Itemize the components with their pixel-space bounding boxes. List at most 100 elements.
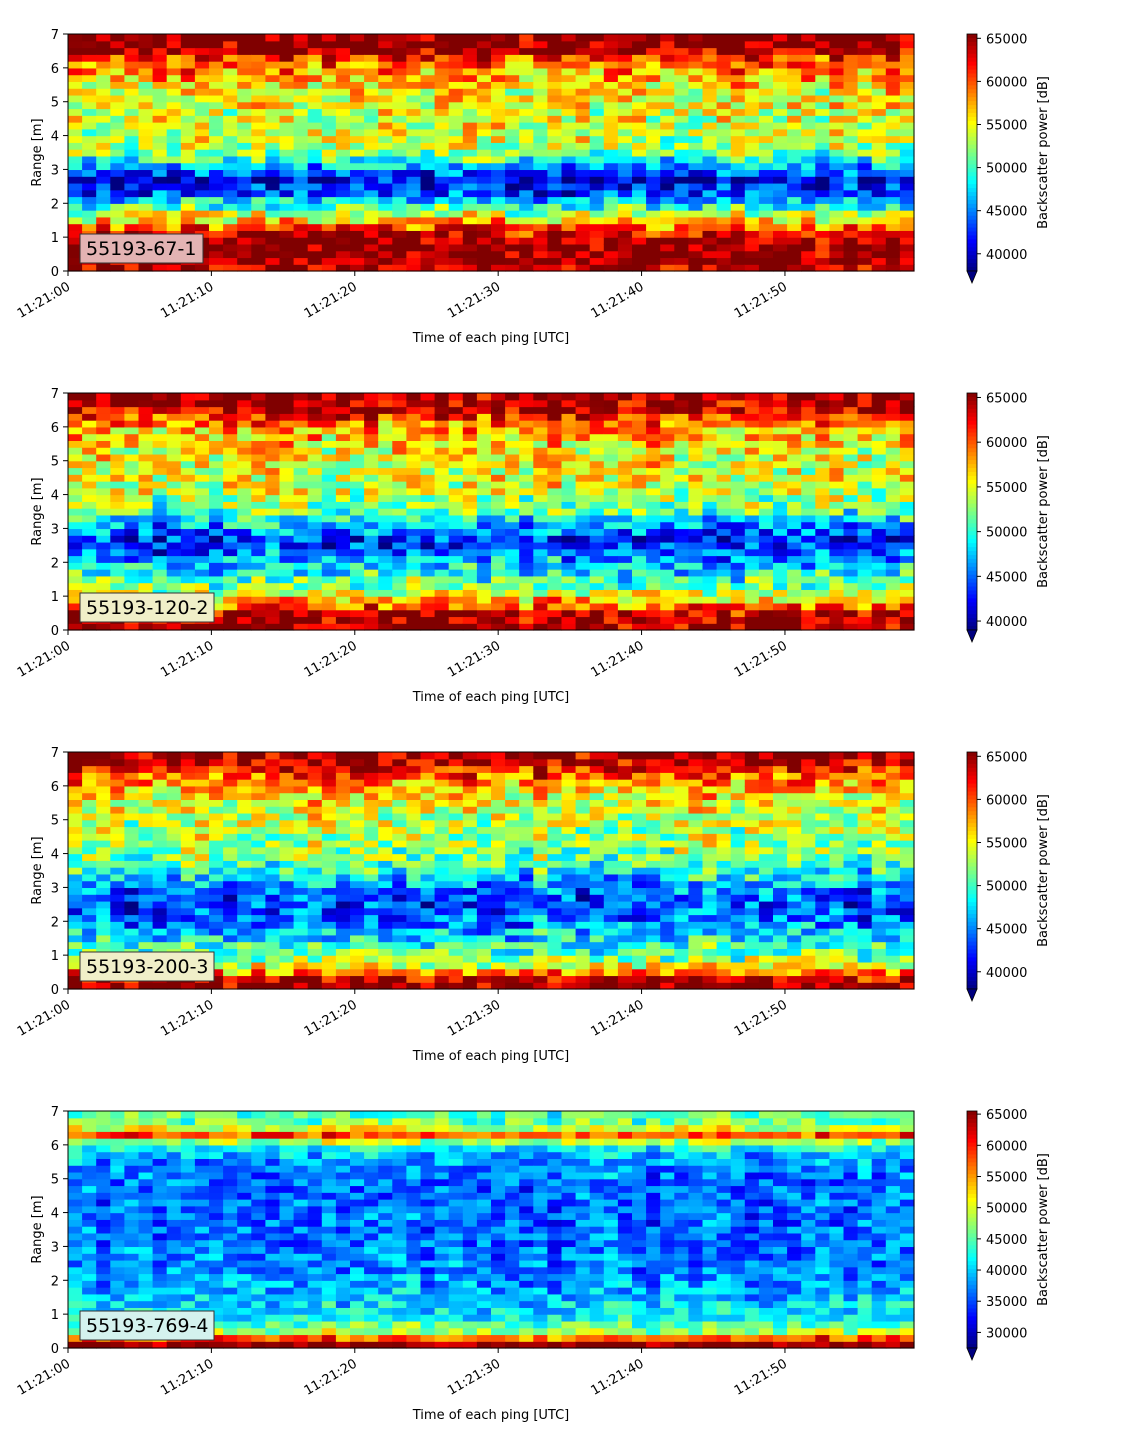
y-tick-label: 0 (51, 1342, 59, 1357)
colorbar-extend-arrow (967, 1348, 977, 1360)
colorbar-tick-label: 45000 (986, 923, 1027, 938)
colorbar: 40000 45000 50000 55000 60000 65000 Backscatte… (967, 32, 1051, 283)
colorbar-tick-label: 60000 (986, 793, 1027, 808)
y-tick-label: 6 (51, 1139, 59, 1154)
colorbar-tick-label: 60000 (986, 436, 1027, 451)
x-tick-label: 11:21:50 (732, 279, 790, 321)
y-tick-label: 3 (51, 881, 59, 896)
y-tick-label: 7 (51, 28, 59, 43)
sample-label-text: 55193-67-1 (86, 238, 196, 260)
colorbar-label: Backscatter power [dB] (1036, 435, 1051, 588)
colorbar-tick-label: 40000 (986, 1264, 1027, 1279)
colorbar-tick-label: 35000 (986, 1295, 1027, 1310)
colorbar-tick-label: 65000 (986, 32, 1027, 47)
x-tick-label: 11:21:10 (158, 638, 216, 680)
sample-label: 55193-200-3 (80, 952, 214, 981)
y-tick-label: 3 (51, 163, 59, 178)
colorbar-tick-label: 65000 (986, 391, 1027, 406)
sample-label-text: 55193-120-2 (86, 597, 209, 619)
x-tick-label: 11:21:20 (302, 997, 360, 1039)
x-tick-label: 11:21:00 (15, 997, 73, 1039)
x-tick-label: 11:21:50 (732, 638, 790, 680)
colorbar-tick-label: 50000 (986, 1202, 1027, 1217)
x-tick-label: 11:21:20 (302, 279, 360, 321)
sample-label-text: 55193-769-4 (86, 1315, 209, 1337)
y-axis-label: Range [m] (30, 477, 45, 545)
x-tick-label: 11:21:40 (588, 997, 646, 1039)
y-tick-label: 1 (51, 1308, 59, 1323)
colorbar-extend-arrow (967, 630, 977, 642)
x-tick-label: 11:21:30 (445, 1356, 503, 1398)
y-tick-label: 6 (51, 780, 59, 795)
colorbar-extend-arrow (967, 989, 977, 1001)
colorbar-tick-label: 55000 (986, 1170, 1027, 1185)
y-tick-label: 0 (51, 624, 59, 639)
sample-label-text: 55193-200-3 (86, 956, 209, 978)
colorbar-tick-label: 55000 (986, 836, 1027, 851)
x-tick-label: 11:21:20 (302, 1356, 360, 1398)
y-tick-label: 1 (51, 949, 59, 964)
x-tick-label: 11:21:10 (158, 279, 216, 321)
x-tick-label: 11:21:40 (588, 638, 646, 680)
y-tick-label: 2 (51, 556, 59, 571)
y-tick-label: 2 (51, 1274, 59, 1289)
y-tick-label: 7 (51, 387, 59, 402)
y-tick-label: 2 (51, 197, 59, 212)
sample-label: 55193-769-4 (80, 1311, 214, 1340)
y-tick-label: 0 (51, 983, 59, 998)
y-axis-label: Range [m] (30, 1195, 45, 1263)
chart-panel-2: 0 1 2 3 4 5 6 7 11:21:00 11:21:10 11:21:20 11:21:30… (15, 387, 1051, 705)
colorbar-tick-label: 45000 (986, 205, 1027, 220)
colorbar-tick-label: 60000 (986, 75, 1027, 90)
colorbar-tick-label: 45000 (986, 570, 1027, 585)
x-axis-label: Time of each ping [UTC] (412, 1408, 570, 1423)
x-tick-label: 11:21:20 (302, 638, 360, 680)
x-axis-label: Time of each ping [UTC] (412, 1049, 570, 1064)
x-tick-label: 11:21:10 (158, 997, 216, 1039)
colorbar-tick-label: 30000 (986, 1326, 1027, 1341)
sample-label: 55193-120-2 (80, 593, 214, 622)
colorbar-tick-label: 40000 (986, 248, 1027, 263)
x-tick-label: 11:21:40 (588, 1356, 646, 1398)
y-tick-label: 6 (51, 421, 59, 436)
y-tick-label: 1 (51, 590, 59, 605)
colorbar-label: Backscatter power [dB] (1036, 794, 1051, 947)
colorbar-tick-label: 65000 (986, 750, 1027, 765)
y-tick-label: 5 (51, 1173, 59, 1188)
x-tick-label: 11:21:30 (445, 638, 503, 680)
x-axis-label: Time of each ping [UTC] (412, 690, 570, 705)
colorbar-tick-label: 50000 (986, 162, 1027, 177)
x-tick-label: 11:21:50 (732, 997, 790, 1039)
y-tick-label: 4 (51, 1207, 59, 1222)
colorbar-label: Backscatter power [dB] (1036, 76, 1051, 229)
y-tick-label: 3 (51, 522, 59, 537)
colorbar-tick-label: 50000 (986, 880, 1027, 895)
x-tick-label: 11:21:00 (15, 638, 73, 680)
y-tick-label: 1 (51, 231, 59, 246)
y-tick-label: 6 (51, 62, 59, 77)
colorbar-tick-label: 50000 (986, 526, 1027, 541)
colorbar-tick-label: 60000 (986, 1139, 1027, 1154)
colorbar-tick-label: 40000 (986, 966, 1027, 981)
x-tick-label: 11:21:00 (15, 279, 73, 321)
x-axis-label: Time of each ping [UTC] (412, 331, 570, 346)
y-tick-label: 4 (51, 489, 59, 504)
y-tick-label: 5 (51, 96, 59, 111)
colorbar-tick-label: 55000 (986, 118, 1027, 133)
y-tick-label: 5 (51, 814, 59, 829)
y-tick-label: 0 (51, 265, 59, 280)
y-tick-label: 5 (51, 455, 59, 470)
x-tick-label: 11:21:10 (158, 1356, 216, 1398)
x-tick-label: 11:21:30 (445, 279, 503, 321)
colorbar-tick-label: 40000 (986, 615, 1027, 630)
colorbar: 40000 45000 50000 55000 60000 65000 Backscatte… (967, 750, 1051, 1001)
y-axis-label: Range [m] (30, 118, 45, 186)
y-tick-label: 4 (51, 848, 59, 863)
y-tick-label: 3 (51, 1240, 59, 1255)
colorbar: 3000035000400004500050000550006000065000… (967, 1108, 1051, 1360)
